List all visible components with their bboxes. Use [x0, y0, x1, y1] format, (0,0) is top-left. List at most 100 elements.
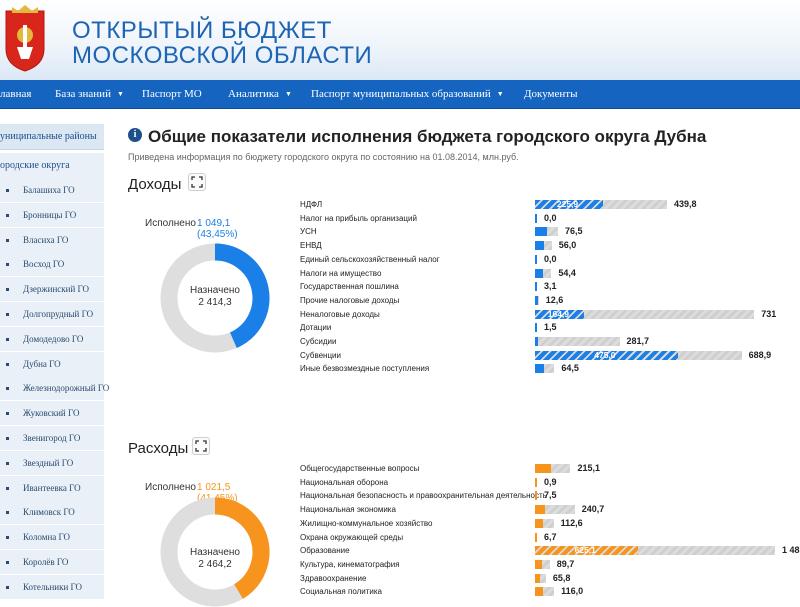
nav-item-municipal-passport[interactable]: Паспорт муниципальных образований ▼ [311, 80, 504, 108]
income-row[interactable]: Неналоговые доходы 164,9 731 [300, 308, 800, 321]
sidebar-item[interactable]: Жуковский ГО [0, 401, 104, 427]
income-row[interactable]: Прочие налоговые доходы 12,6 [300, 294, 800, 307]
expense-planned-value: 0,9 [544, 476, 557, 487]
income-row[interactable]: Субсидии 281,7 [300, 335, 800, 348]
income-row[interactable]: Иные безвозмездные поступления 64,5 [300, 362, 800, 375]
income-executed-bar [535, 295, 538, 305]
sidebar-item[interactable]: Королёв ГО [0, 550, 104, 575]
nav-item-label: Паспорт муниципальных образований [311, 88, 491, 100]
sidebar-item-label: Дубна ГО [23, 358, 61, 369]
sidebar-item[interactable]: Ивантеевка ГО [0, 475, 104, 501]
sidebar-item[interactable]: Климовск ГО [0, 500, 104, 526]
income-row-name: Субсидии [300, 337, 337, 346]
expense-executed-bar [535, 505, 545, 515]
nav-item-label: Документы [524, 88, 578, 100]
nav-item-home[interactable]: лавная [0, 80, 31, 108]
expense-row[interactable]: Социальная политика 116,0 [300, 585, 800, 598]
sidebar-item[interactable]: Звенигород ГО [0, 426, 104, 451]
expense-row[interactable]: Здравоохранение 65,8 [300, 572, 800, 585]
income-planned-bar [535, 364, 555, 374]
sidebar-section-municipal-districts[interactable]: униципальные районы [0, 124, 104, 150]
income-planned-value: 2 414,3 [198, 297, 232, 308]
bullet-icon [6, 387, 9, 391]
sidebar: униципальные районы ородские округа Бала… [0, 124, 109, 600]
income-row[interactable]: Дотации 1,5 [300, 321, 800, 334]
sidebar-item[interactable]: Домодедово ГО [0, 326, 104, 352]
sidebar-item[interactable]: Восход ГО [0, 252, 104, 278]
expense-planned-value: 7,5 [544, 490, 557, 501]
expense-planned-value: 240,7 [581, 504, 605, 515]
sidebar-item[interactable]: Котельники ГО [0, 574, 104, 600]
income-row-name: Иные безвозмездные поступления [300, 364, 430, 374]
income-row-name: Прочие налоговые доходы [300, 295, 400, 305]
income-row[interactable]: Государственная пошлина 3,1 [300, 280, 800, 293]
expand-icon [191, 176, 203, 188]
sidebar-item-label: Долгопрудный ГО [23, 309, 94, 319]
bullet-icon [6, 362, 9, 366]
nav-item-knowledge-base[interactable]: База знаний ▼ [55, 80, 124, 108]
income-row[interactable]: Единый сельскохозяйственный налог 0,0 [300, 253, 800, 266]
income-row[interactable]: Субвенции 475,0 688,9 [300, 349, 800, 362]
income-row[interactable]: НДФЛ 225,9 439,8 [300, 198, 800, 211]
income-planned-value: 3,1 [544, 281, 557, 292]
expense-row[interactable]: Жилищно-коммунальное хозяйство 112,6 [300, 517, 800, 530]
sidebar-item[interactable]: Коломна ГО [0, 525, 104, 551]
page-subtitle: Приведена информация по бюджету городско… [128, 152, 519, 162]
sidebar-item[interactable]: Бронницы ГО [0, 202, 104, 228]
income-row-name: Единый сельскохозяйственный налог [300, 254, 440, 264]
nav-item-analytics[interactable]: Аналитика ▼ [228, 80, 292, 108]
expense-planned-bar [535, 573, 546, 583]
income-executed-value: 1 049,1 [197, 218, 231, 229]
expense-planned-value: 215,1 [577, 463, 601, 473]
income-executed-value: 475,0 [594, 349, 616, 360]
sidebar-section-city-districts[interactable]: ородские округа [0, 153, 104, 179]
expense-row[interactable]: Общегосударственные вопросы 215,1 [300, 462, 800, 475]
expand-icon [195, 440, 207, 452]
expense-planned-value: 112,6 [560, 517, 583, 528]
expense-row[interactable]: Национальная экономика 240,7 [300, 503, 800, 516]
expense-row[interactable]: Образование 625,1 1 48 [300, 544, 800, 557]
moscow-oblast-coat-of-arms-icon[interactable] [2, 5, 48, 73]
sidebar-item-label: Дзержинский ГО [23, 284, 89, 295]
income-row[interactable]: Налог на прибыль организаций 0,0 [300, 212, 800, 225]
income-planned-value: 56,0 [558, 240, 577, 251]
income-row-name: Налоги на имущество [300, 268, 382, 278]
income-executed-bar [535, 309, 585, 319]
income-row[interactable]: УСН 76,5 [300, 225, 800, 238]
expense-planned-bar [535, 546, 775, 556]
income-planned-value: 76,5 [564, 226, 583, 237]
expense-executed-bar [535, 491, 537, 501]
expense-planned: Назначено 2 464,2 [160, 547, 270, 571]
nav-item-documents[interactable]: Документы [524, 80, 577, 108]
sidebar-item-label: Звенигород ГО [23, 433, 81, 443]
bullet-icon [6, 585, 9, 589]
income-executed-bar [535, 254, 537, 264]
income-row[interactable]: Налоги на имущество 54,4 [300, 267, 800, 280]
sidebar-item[interactable]: Балашиха ГО [0, 178, 104, 203]
site-title-line1: ОТКРЫТЫЙ БЮДЖЕТ [72, 17, 332, 44]
expense-row[interactable]: Национальная оборона 0,9 [300, 476, 800, 489]
sidebar-item[interactable]: Власиха ГО [0, 227, 104, 253]
expense-row[interactable]: Охрана окружающей среды 6,7 [300, 531, 800, 544]
sidebar-item-label: Железнодорожный ГО [23, 383, 110, 394]
sidebar-item[interactable]: Долгопрудный ГО [0, 302, 104, 327]
income-planned-value: 1,5 [544, 322, 557, 333]
income-executed-bar [535, 364, 544, 374]
nav-item-passport-mo[interactable]: Паспорт МО [142, 80, 202, 108]
income-expand-button[interactable] [188, 173, 206, 191]
expense-planned-value: 1 48 [782, 545, 800, 556]
sidebar-item[interactable]: Дзержинский ГО [0, 277, 104, 303]
income-row[interactable]: ЕНВД 56,0 [300, 239, 800, 252]
income-planned-value: 688,9 [748, 349, 772, 360]
expense-row[interactable]: Национальная безопасность и правоохранит… [300, 489, 800, 502]
bullet-icon [6, 288, 9, 292]
expense-planned-value: 2 464,2 [198, 559, 232, 570]
expense-row[interactable]: Культура, кинематография 89,7 [300, 558, 800, 571]
sidebar-item[interactable]: Звездный ГО [0, 450, 104, 476]
bullet-icon [6, 313, 9, 316]
sidebar-item[interactable]: Железнодорожный ГО [0, 376, 109, 402]
income-section-title: Доходы [128, 176, 182, 193]
expense-expand-button[interactable] [192, 437, 210, 455]
site-title[interactable]: ОТКРЫТЫЙ БЮДЖЕТ МОСКОВСКОЙ ОБЛАСТИ [72, 18, 372, 68]
sidebar-item[interactable]: Дубна ГО [0, 351, 104, 377]
